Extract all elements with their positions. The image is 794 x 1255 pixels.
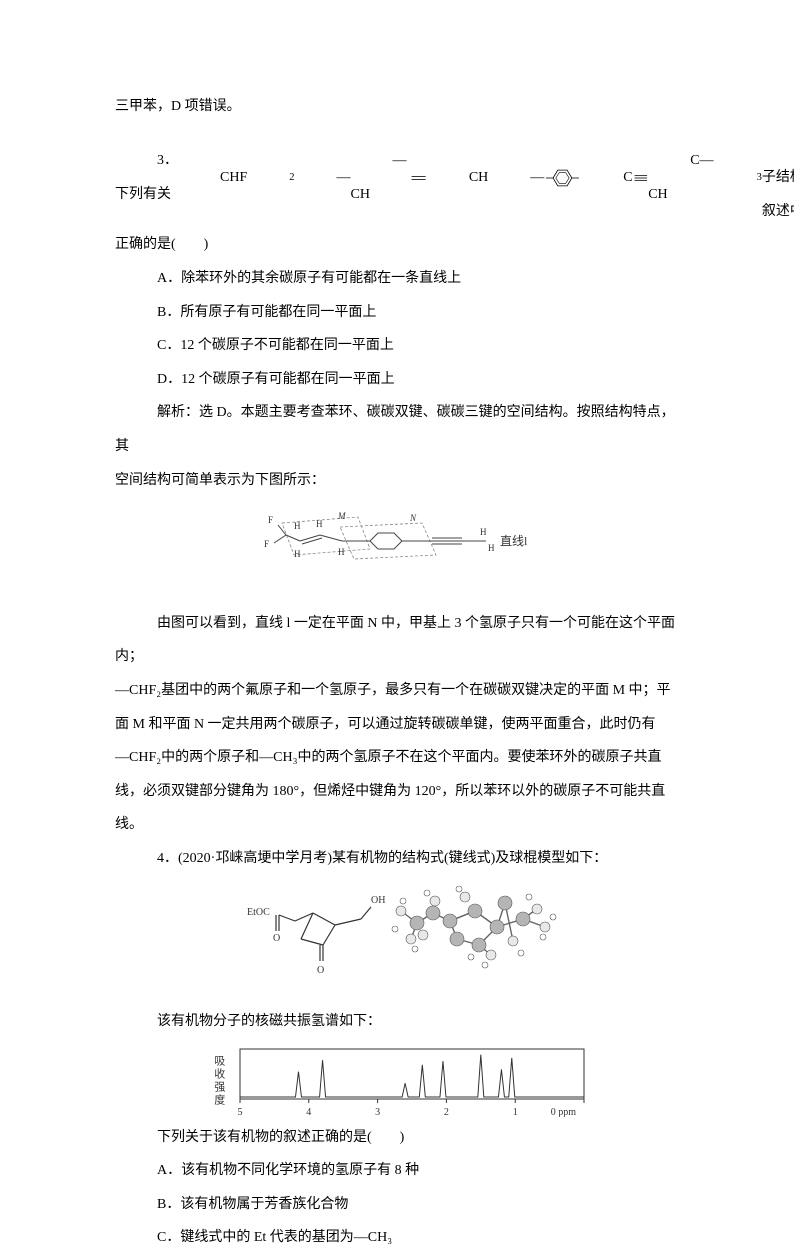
svg-text:5: 5 (237, 1107, 242, 1117)
svg-text:H: H (338, 547, 345, 557)
svg-text:M: M (337, 511, 346, 521)
q4-stem2: 下列关于该有机物的叙述正确的是( ) (115, 1121, 684, 1155)
q3-expl5: 面 M 和平面 N 一定共用两个碳原子，可以通过旋转碳碳单键，使两平面重合，此时… (115, 708, 684, 742)
benzene-ring-icon (546, 165, 579, 191)
top-fragment: 三甲苯，D 项错误。 (115, 90, 684, 124)
svg-text:3: 3 (375, 1107, 380, 1117)
q3-fig-label: 直线l (500, 534, 528, 548)
svg-text:H: H (294, 549, 301, 559)
f-p2: —CH (350, 144, 409, 211)
label-o1: O (273, 933, 280, 944)
q4-nmr-intro: 该有机物分子的核磁共振氢谱如下： (115, 1005, 684, 1039)
q3-expl7: 线，必须双键部分键角为 180°，但烯烃中键角为 120°，所以苯环以外的碳原子… (115, 775, 684, 809)
q3-expl2: 空间结构可简单表示为下图所示： (115, 464, 684, 498)
q3-optA: A．除苯环外的其余碳原子有可能都在一条直线上 (115, 262, 684, 296)
q3-expl1: 解析：选 D。本题主要考查苯环、碳碳双键、碳碳三键的空间结构。按照结构特点，其 (115, 396, 684, 463)
q3-stem-line1: 3．下列有关 CHF2 — —CH CH — C C—CH3 分子结构的叙述中， (115, 128, 684, 229)
q3-stem-prefix: 3．下列有关 (115, 144, 178, 211)
q4-nmr-figure: 吸收强度 5 4 3 2 1 0 ppm (115, 1045, 684, 1117)
svg-text:H: H (480, 527, 487, 537)
f-p3: CH (427, 161, 488, 195)
f-dash1: — (294, 161, 350, 195)
triple-bond-icon (633, 172, 649, 184)
f-p4: C (581, 161, 632, 195)
q3-optC: C．12 个碳原子不可能都在同一平面上 (115, 329, 684, 363)
nmr-ylabel: 吸收强度 (205, 1045, 231, 1117)
q3-expl8: 线。 (115, 808, 684, 842)
svg-text:H: H (294, 521, 301, 531)
q3-expl4: —CHF₂基团中的两个氟原子和一个氢原子，最多只有一个在碳碳双键决定的平面 M … (115, 674, 684, 708)
svg-text:2: 2 (444, 1107, 449, 1117)
svg-text:0 ppm: 0 ppm (550, 1107, 576, 1117)
q4-stem1: 4．(2020·邛崃高埂中学月考)某有机物的结构式(键线式)及球棍模型如下： (115, 842, 684, 876)
f-p5s: 3 (715, 165, 762, 190)
double-bond-icon (410, 173, 427, 183)
q3-formula: CHF2 — —CH CH — C C—CH3 (178, 144, 762, 211)
label-oh: OH (371, 895, 385, 906)
q3-stem-suffix1: 分子结构的叙述中， (762, 128, 794, 229)
svg-text:F: F (264, 539, 269, 549)
f-p1s: 2 (247, 165, 294, 190)
q4-structure-figure: EtOC O O OH (115, 883, 684, 997)
svg-text:N: N (409, 513, 417, 523)
q4-optC: C．键线式中的 Et 代表的基团为—CH₃ (115, 1221, 684, 1255)
f-dash2: — (488, 161, 544, 195)
q3-stem-line2: 正确的是( ) (115, 228, 684, 262)
q3-expl3: 由图可以看到，直线 l 一定在平面 N 中，甲基上 3 个氢原子只有一个可能在这… (115, 607, 684, 674)
q3-optD: D．12 个碳原子有可能都在同一平面上 (115, 363, 684, 397)
svg-text:4: 4 (306, 1107, 311, 1117)
label-etoc: EtOC (247, 907, 270, 918)
f-p1: CHF (178, 161, 247, 195)
svg-text:1: 1 (512, 1107, 517, 1117)
q4-optB: B．该有机物属于芳香族化合物 (115, 1188, 684, 1222)
q3-figure: FF HH HH HH M N 直线l (115, 505, 684, 599)
svg-text:H: H (316, 519, 323, 529)
q4-optA: A．该有机物不同化学环境的氢原子有 8 种 (115, 1154, 684, 1188)
svg-text:H: H (488, 543, 495, 553)
label-o2: O (317, 965, 324, 976)
q3-expl6: —CHF₂中的两个原子和—CH₃中的两个氢原子不在这个平面内。要使苯环外的碳原子… (115, 741, 684, 775)
svg-text:F: F (268, 515, 273, 525)
q3-optB: B．所有原子有可能都在同一平面上 (115, 296, 684, 330)
f-p5: C—CH (648, 144, 714, 211)
